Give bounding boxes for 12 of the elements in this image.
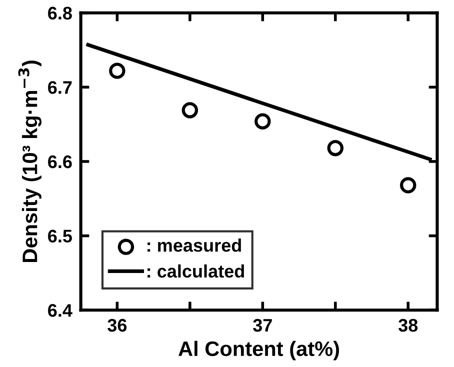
- x-tick-label: 37: [253, 318, 272, 332]
- y-tick-label: 6.8: [48, 6, 72, 20]
- y-tick-label: 6.5: [48, 230, 72, 243]
- y-tick-label: 6.6: [48, 155, 72, 168]
- legend-label: : calculated: [148, 264, 244, 278]
- x-axis-title: Al Content (at%): [178, 340, 339, 360]
- y-axis-title: Density (10³ kg·m$^{−3}$): [18, 60, 42, 262]
- y-tick-label: 6.4: [48, 304, 72, 317]
- y-tick-label: 6.7: [48, 81, 72, 94]
- x-tick-label: 38: [398, 318, 418, 332]
- x-tick-label: 36: [108, 318, 127, 332]
- legend-label: : measured: [148, 238, 241, 252]
